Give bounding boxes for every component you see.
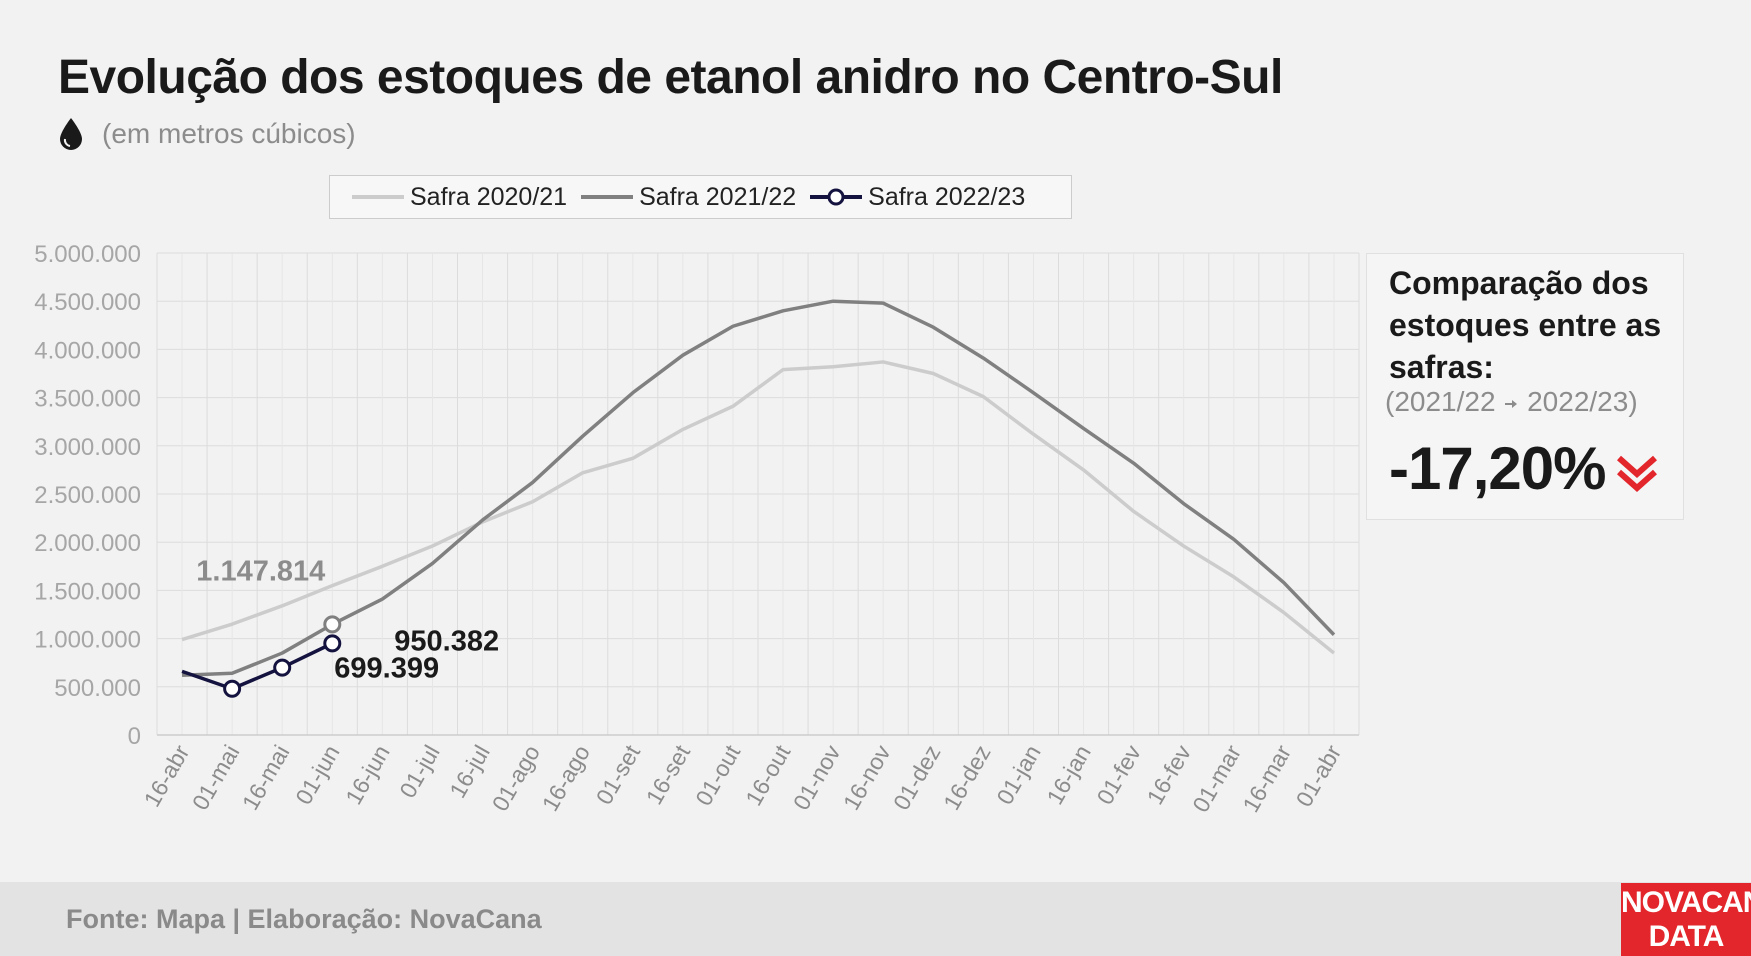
x-tick-label: 16-mar — [1237, 740, 1296, 816]
comparison-result: -17,20% — [1389, 434, 1659, 503]
legend-line-marker-icon — [810, 188, 863, 206]
source-credit: Fonte: Mapa | Elaboração: NovaCana — [66, 904, 542, 934]
y-axis-ticks: 0 500.000 1.000.000 1.500.000 2.000.000 2.500… — [34, 241, 141, 750]
x-tick-label: 16-nov — [838, 740, 896, 814]
x-tick-label: 16-jan — [1041, 741, 1095, 809]
y-tick-label: 2.000.000 — [34, 530, 141, 557]
series-line-0 — [181, 360, 1336, 655]
x-tick-label: 16-fev — [1142, 740, 1197, 809]
line-chart: 0 500.000 1.000.000 1.500.000 2.000.000 2.500… — [34, 241, 1360, 817]
x-tick-label: 16-out — [740, 740, 795, 810]
data-label: 1.147.814 — [196, 555, 325, 587]
comparison-period: (2021/22 2022/23) — [1385, 386, 1638, 418]
legend-label: Safra 2022/23 — [868, 182, 1026, 211]
y-tick-label: 5.000.000 — [34, 241, 141, 268]
series-point — [323, 634, 342, 653]
arrow-right-icon — [1505, 399, 1518, 408]
annotated-point — [323, 615, 342, 634]
x-tick-label: 01-fev — [1091, 740, 1146, 809]
x-tick-label: 01-jul — [394, 741, 445, 803]
comparison-title: Comparação dos estoques entre as safras: — [1389, 265, 1662, 385]
x-tick-label: 16-set — [641, 740, 696, 809]
x-tick-label: 01-dez — [888, 741, 946, 815]
x-tick-label: 16-abr — [139, 740, 195, 811]
footer: Fonte: Mapa | Elaboração: NovaCana — [0, 882, 1751, 956]
x-tick-label: 01-jan — [991, 741, 1045, 809]
comparison-to: 2022/23) — [1527, 386, 1638, 417]
comparison-percentage: -17,20% — [1389, 435, 1606, 502]
legend-label: Safra 2020/21 — [410, 182, 568, 211]
chart-title: Evolução dos estoques de etanol anidro n… — [58, 51, 1283, 104]
x-tick-label: 01-out — [690, 740, 745, 810]
legend-item-safra-2020-21: Safra 2020/21 — [350, 183, 567, 212]
subtitle-row: (em metros cúbicos) — [58, 116, 356, 152]
legend-item-safra-2021-22: Safra 2021/22 — [579, 183, 796, 212]
series-point — [273, 658, 292, 677]
chart-legend: Safra 2020/21 Safra 2021/22 Safra 2022/2… — [329, 175, 1072, 219]
data-label: 699.399 — [334, 653, 439, 685]
comparison-from: (2021/22 — [1385, 386, 1496, 417]
chart-series — [181, 299, 1336, 698]
x-tick-label: 16-dez — [938, 741, 996, 815]
x-tick-label: 01-set — [591, 740, 646, 809]
comparison-panel: Comparação dos estoques entre as safras:… — [1366, 253, 1684, 520]
double-chevron-down-icon — [1617, 455, 1658, 492]
x-tick-label: 16-jul — [444, 741, 495, 803]
series-line-2 — [181, 641, 334, 691]
y-tick-label: 1.500.000 — [34, 578, 141, 605]
y-tick-label: 3.000.000 — [34, 434, 141, 461]
chart-grid — [156, 252, 1360, 736]
x-tick-label: 01-nov — [788, 740, 846, 814]
legend-label: Safra 2021/22 — [639, 182, 797, 211]
x-tick-label: 01-mai — [187, 741, 245, 815]
x-tick-label: 16-ago — [537, 741, 595, 816]
logo-line-1: NOVACANA — [1621, 886, 1751, 919]
y-tick-label: 1.000.000 — [34, 627, 141, 654]
y-tick-label: 3.500.000 — [34, 386, 141, 413]
y-tick-label: 2.500.000 — [34, 482, 141, 509]
legend-line-icon — [352, 195, 404, 199]
chart-subtitle: (em metros cúbicos) — [102, 118, 356, 149]
y-tick-label: 4.500.000 — [34, 289, 141, 316]
x-tick-label: 01-abr — [1291, 740, 1347, 811]
legend-item-safra-2022-23: Safra 2022/23 — [808, 183, 1025, 212]
x-tick-label: 16-mai — [237, 741, 295, 815]
y-tick-label: 0 — [128, 723, 141, 750]
x-tick-label: 16-jun — [340, 741, 394, 809]
novacana-data-logo: NOVACANA DATA — [1621, 883, 1751, 956]
x-tick-label: 01-ago — [487, 741, 545, 816]
data-label: 950.382 — [394, 625, 499, 657]
y-tick-label: 4.000.000 — [34, 337, 141, 364]
logo-line-2: DATA — [1648, 920, 1725, 953]
y-tick-label: 500.000 — [54, 675, 141, 702]
series-line-1 — [181, 299, 1336, 677]
water-drop-icon — [60, 118, 82, 150]
x-tick-label: 01-mar — [1187, 740, 1246, 816]
legend-line-icon — [581, 195, 634, 199]
x-tick-label: 01-jun — [290, 741, 344, 809]
series-point — [223, 679, 242, 698]
